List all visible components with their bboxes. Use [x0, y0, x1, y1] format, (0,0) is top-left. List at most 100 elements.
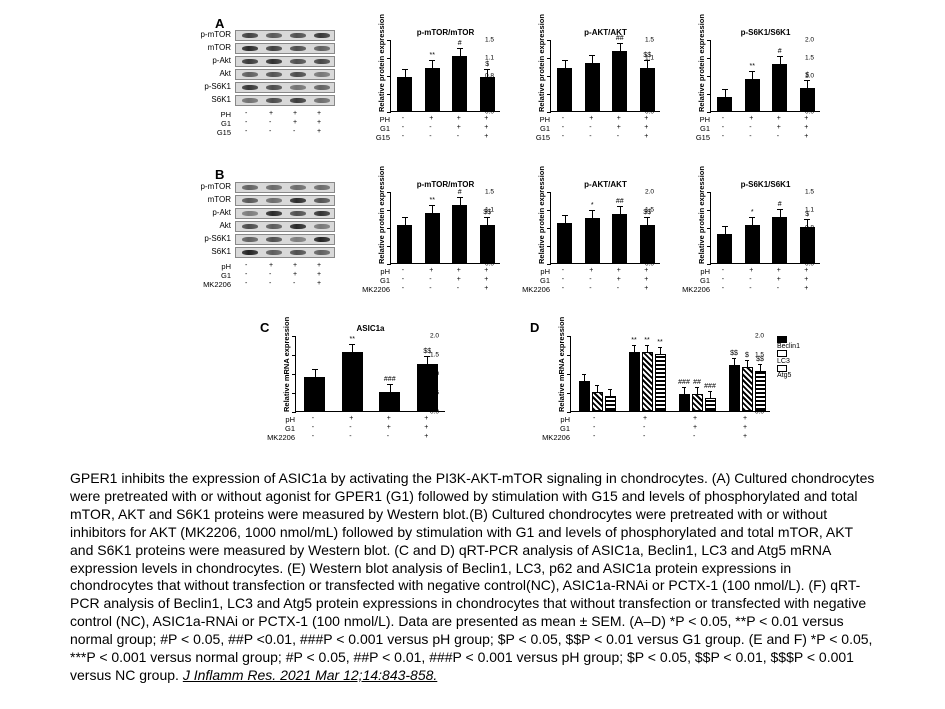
treatment-cell: +: [484, 285, 489, 292]
blot-label: S6K1: [187, 247, 231, 256]
treatment-cell: -: [269, 119, 272, 126]
treatment-cell: +: [457, 276, 462, 283]
chart-bar: [629, 352, 640, 411]
treatment-cell: -: [402, 124, 405, 131]
chart-title: ASIC1a: [296, 324, 445, 333]
chart-bar: [480, 225, 495, 263]
blot-label: p-Akt: [187, 56, 231, 65]
citation-link[interactable]: J Inflamm Res. 2021 Mar 12;14:843-858.: [183, 667, 437, 683]
chart-title: p-AKT/AKT: [551, 180, 660, 189]
chart-bar: [612, 214, 627, 263]
treatment-cell: -: [562, 133, 565, 140]
treatment-label: G1: [670, 124, 710, 133]
treatment-cell: -: [402, 276, 405, 283]
treatment-cell: +: [293, 110, 298, 117]
caption-text: GPER1 inhibits the expression of ASIC1a …: [70, 470, 874, 683]
significance-marker: $$: [423, 348, 431, 355]
chart-tick: 2.0: [430, 333, 439, 340]
chart-bar: [417, 364, 438, 412]
treatment-cell: -: [722, 124, 725, 131]
significance-marker: $: [485, 61, 489, 68]
treatment-label: G15: [510, 133, 550, 142]
treatment-cell: -: [722, 285, 725, 292]
chart-title: p-S6K1/S6K1: [711, 180, 820, 189]
panel-letter-c: C: [260, 320, 269, 335]
treatment-cell: -: [722, 276, 725, 283]
chart-legend: Beclin1LC3Atg5: [777, 336, 800, 379]
blot-label: S6K1: [187, 95, 231, 104]
chart-ylabel: Relative protein expression: [377, 14, 386, 112]
treatment-cell: +: [484, 115, 489, 122]
blot-lane: [235, 208, 335, 219]
panel-letter-d: D: [530, 320, 539, 335]
blot-lane: [235, 182, 335, 193]
treatment-cell: +: [804, 276, 809, 283]
chart-bar: [605, 396, 616, 411]
chart-bar: [679, 394, 690, 411]
treatment-cell: -: [245, 280, 248, 287]
treatment-cell: -: [402, 133, 405, 140]
treatment-cell: -: [312, 424, 315, 431]
treatment-label: G1: [255, 424, 295, 433]
treatment-cell: +: [429, 267, 434, 274]
treatment-cell: +: [269, 262, 274, 269]
treatment-cell: +: [589, 267, 594, 274]
significance-marker: **: [430, 197, 435, 204]
chart-bar: [557, 223, 572, 263]
treatment-cell: +: [804, 285, 809, 292]
chart-bar: [585, 218, 600, 263]
treatment-label: pH: [255, 415, 295, 424]
treatment-label: G1: [191, 271, 231, 280]
figure-region: A B C D p-mTORmTORp-AktAktp-S6K1S6K1PH-+…: [70, 12, 875, 462]
significance-marker: ##: [616, 198, 624, 205]
chart-bar: [745, 79, 760, 111]
treatment-cell: +: [457, 124, 462, 131]
treatment-label: pH: [350, 267, 390, 276]
treatment-cell: +: [617, 276, 622, 283]
treatment-cell: +: [617, 124, 622, 131]
figure-caption: GPER1 inhibits the expression of ASIC1a …: [70, 470, 875, 685]
treatment-cell: -: [402, 267, 405, 274]
chart-bar: [425, 68, 440, 111]
chart-bar: [640, 225, 655, 263]
treatment-label: G15: [191, 128, 231, 137]
treatment-cell: +: [777, 124, 782, 131]
treatment-cell: -: [777, 285, 780, 292]
treatment-label: G1: [510, 276, 550, 285]
treatment-cell: +: [457, 115, 462, 122]
chart-bar: [772, 64, 787, 111]
treatment-cell: -: [245, 128, 248, 135]
significance-marker: $$: [483, 209, 491, 216]
chart-ylabel: Relative mRNA expression: [282, 317, 291, 412]
treatment-label: MK2206: [255, 433, 295, 442]
treatment-cell: -: [589, 276, 592, 283]
treatment-cell: +: [749, 267, 754, 274]
treatment-cell: -: [589, 285, 592, 292]
significance-marker: $: [805, 72, 809, 79]
panel-letter-b: B: [215, 167, 224, 182]
blot-lane: [235, 43, 335, 54]
treatment-cell: +: [777, 115, 782, 122]
chart-bar: [579, 381, 590, 411]
chart-bar: [640, 68, 655, 111]
treatment-label: MK2206: [350, 285, 390, 294]
chart-bar: [772, 217, 787, 263]
blot-label: p-S6K1: [187, 82, 231, 91]
chart: p-AKT/AKTRelative protein expression0.00…: [550, 192, 660, 264]
treatment-label: G1: [350, 276, 390, 285]
chart-bar: [655, 354, 666, 411]
treatment-label: G15: [670, 133, 710, 142]
treatment-cell: -: [617, 133, 620, 140]
treatment-cell: -: [617, 285, 620, 292]
treatment-cell: -: [562, 115, 565, 122]
blot-label: Akt: [187, 221, 231, 230]
chart: ASIC1aRelative mRNA expression0.00.51.01…: [295, 336, 445, 412]
treatment-cell: -: [589, 133, 592, 140]
treatment-cell: +: [484, 276, 489, 283]
treatment-cell: -: [589, 124, 592, 131]
treatment-cell: +: [749, 115, 754, 122]
chart-bar: [342, 352, 363, 411]
blot-label: p-S6K1: [187, 234, 231, 243]
treatment-cell: -: [293, 128, 296, 135]
blot-lane: [235, 221, 335, 232]
